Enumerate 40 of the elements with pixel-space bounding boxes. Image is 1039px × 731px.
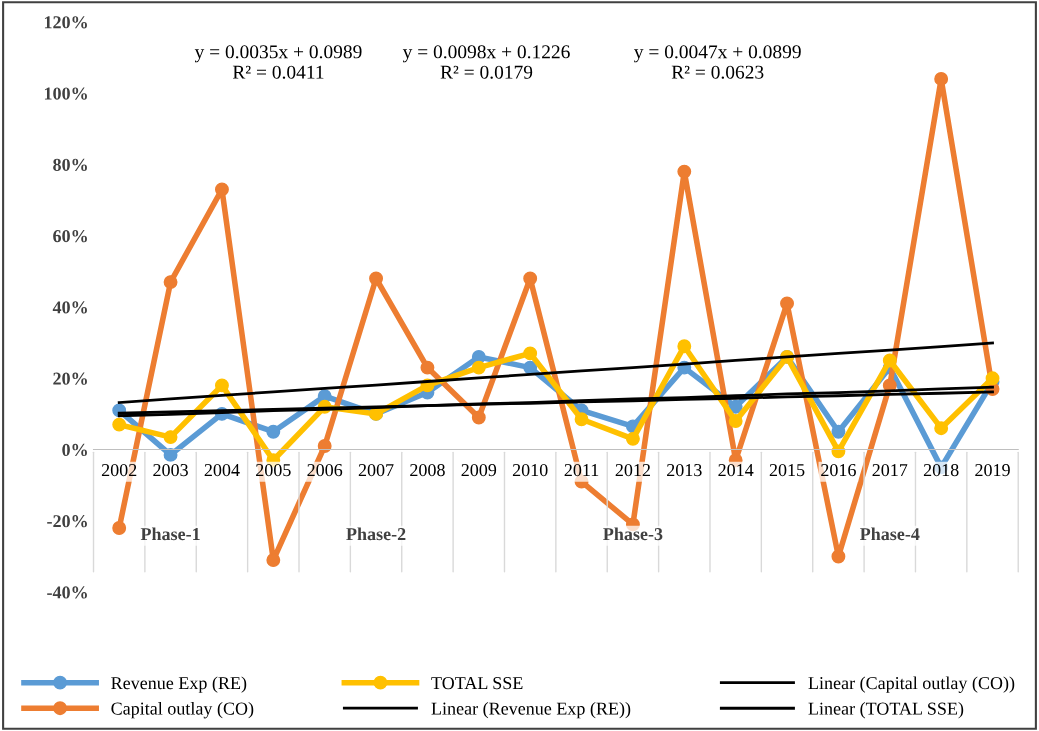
- annotation: Phase-3: [603, 527, 663, 541]
- x-tick-label: 2008: [410, 463, 445, 477]
- x-tick-label: 2010: [512, 463, 548, 477]
- x-tick-label: 2009: [461, 463, 497, 477]
- annotation: y = 0.0047x + 0.0899 R² = 0.0623: [634, 45, 801, 79]
- y-tick-label: -40%: [47, 586, 87, 599]
- legend-label: Linear (Capital outlay (CO)): [808, 676, 1015, 693]
- x-tick-label: 2017: [872, 463, 908, 477]
- y-tick-label: 40%: [52, 301, 87, 314]
- legend-label: TOTAL SSE: [431, 677, 523, 690]
- annotation: Phase-2: [346, 527, 406, 541]
- y-tick-label: 0%: [62, 443, 87, 457]
- x-tick-label: 2005: [256, 463, 291, 477]
- x-tick-label: 2013: [667, 463, 702, 477]
- x-tick-label: 2014: [718, 463, 754, 477]
- legend-label: Revenue Exp (RE): [111, 676, 247, 693]
- legend-label: Linear (TOTAL SSE): [808, 702, 964, 719]
- x-tick-label: 2007: [358, 463, 394, 477]
- annotation: y = 0.0035x + 0.0989 R² = 0.0411: [194, 45, 362, 79]
- y-tick-label: 20%: [53, 372, 87, 385]
- annotation: Phase-4: [860, 527, 920, 541]
- x-tick-label: 2019: [975, 463, 1010, 477]
- y-tick-label: 120%: [44, 16, 87, 29]
- annotation: Phase-1: [140, 527, 200, 541]
- x-tick-label: 2002: [101, 463, 137, 477]
- x-tick-label: 2016: [821, 463, 856, 477]
- legend-label: Capital outlay (CO): [111, 701, 254, 719]
- x-tick-label: 2018: [923, 463, 959, 477]
- legend-label: Linear (Revenue Exp (RE)): [431, 701, 631, 719]
- y-tick-label: -20%: [47, 515, 87, 528]
- x-tick-label: 2006: [307, 463, 343, 477]
- y-tick-label: 60%: [53, 230, 87, 243]
- x-tick-label: 2003: [153, 463, 188, 477]
- y-tick-label: 80%: [53, 158, 87, 171]
- y-tick-label: 100%: [44, 87, 87, 100]
- x-tick-label: 2004: [204, 463, 240, 477]
- annotation: y = 0.0098x + 0.1226 R² = 0.0179: [402, 45, 570, 79]
- x-tick-label: 2012: [615, 463, 650, 477]
- x-tick-label: 2011: [564, 463, 599, 477]
- x-tick-label: 2015: [769, 463, 805, 477]
